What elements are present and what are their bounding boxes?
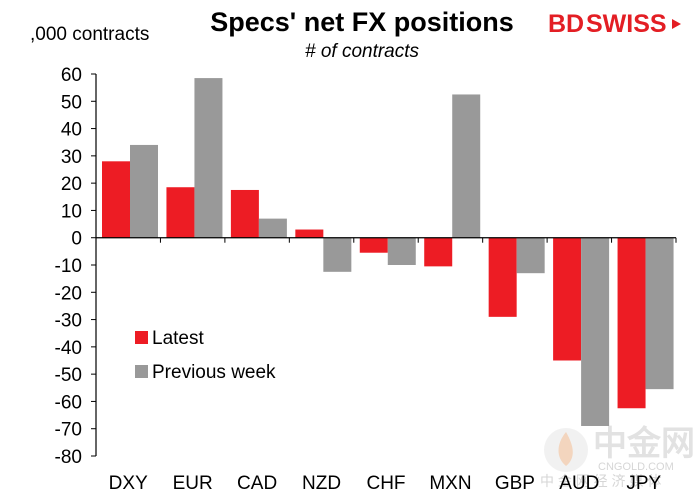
chart-title: Specs' net FX positions	[210, 7, 513, 37]
y-axis-unit-label: ,000 contracts	[30, 24, 149, 45]
x-category-label: NZD	[302, 473, 341, 494]
x-category-label: CAD	[237, 473, 277, 494]
bar-latest-gbp	[488, 237, 517, 317]
bar-previous-week-chf	[387, 237, 416, 265]
brand-logo-left: BD	[548, 10, 584, 38]
watermark-cn-text: 中 金 网 经 济 媒 体	[540, 473, 661, 489]
legend-swatch-previous-week	[135, 365, 148, 378]
y-tick-label: 50	[61, 92, 82, 113]
brand-logo-right: SWISS	[586, 10, 667, 38]
bar-latest-mxn	[424, 237, 453, 267]
y-tick-label: -10	[55, 256, 82, 277]
legend-label-previous-week: Previous week	[152, 362, 276, 383]
bar-latest-dxy	[102, 161, 130, 238]
watermark: 中金网 CNGOLD.COM 中 金 网 经 济 媒 体	[540, 424, 695, 489]
bar-latest-aud	[553, 237, 582, 361]
y-tick-label: -40	[55, 338, 82, 359]
y-tick-label: -60	[55, 392, 82, 413]
bars	[102, 78, 674, 426]
watermark-flame-shape	[558, 432, 573, 466]
x-category-label: DXY	[109, 473, 148, 494]
x-category-label: CHF	[366, 473, 405, 494]
x-axis: DXY EUR CAD NZD CHF MXN GBP AUD JPY	[95, 237, 677, 494]
bar-previous-week-eur	[194, 78, 223, 238]
x-category-label: GBP	[495, 473, 535, 494]
bar-previous-week-nzd	[323, 237, 352, 272]
y-tick-label: 20	[61, 174, 82, 195]
brand-logo: BD SWISS	[548, 10, 681, 38]
y-tick-label: -50	[55, 365, 82, 386]
bar-previous-week-cad	[258, 218, 287, 238]
bar-previous-week-dxy	[130, 144, 158, 238]
x-category-label: AUD	[559, 473, 599, 494]
y-tick-label: -80	[55, 447, 82, 468]
bar-previous-week-gbp	[516, 237, 545, 274]
legend: Latest Previous week	[135, 328, 276, 383]
legend-label-latest: Latest	[152, 328, 204, 349]
legend-swatch-latest	[135, 331, 148, 344]
watermark-text: 中金网	[593, 424, 695, 463]
y-tick-label: 60	[61, 65, 82, 86]
bar-latest-nzd	[295, 229, 324, 238]
bar-latest-cad	[230, 189, 259, 238]
bar-previous-week-mxn	[452, 94, 481, 238]
brand-arrow-icon	[672, 19, 681, 29]
y-tick-label: 10	[61, 201, 82, 222]
y-tick-label: -70	[55, 420, 82, 441]
watermark-subtext: CNGOLD.COM	[598, 461, 674, 473]
y-tick-label: 0	[71, 229, 82, 250]
y-tick-label: -20	[55, 283, 82, 304]
x-category-label: JPY	[626, 473, 661, 494]
y-tick-label: -30	[55, 311, 82, 332]
y-tick-label: 30	[61, 147, 82, 168]
bar-latest-eur	[166, 187, 195, 238]
y-tick-label: 40	[61, 120, 82, 141]
bar-latest-chf	[359, 237, 388, 253]
bar-previous-week-jpy	[645, 237, 674, 390]
chart-subtitle: # of contracts	[305, 41, 420, 62]
y-axis: 60 50 40 30 20 10 0 -10 -20 -30 -40 -50 -60 -70 -80	[55, 65, 97, 468]
x-category-label: MXN	[429, 473, 471, 494]
bar-latest-jpy	[617, 237, 646, 409]
bar-previous-week-aud	[581, 237, 610, 426]
x-category-label: EUR	[173, 473, 213, 494]
